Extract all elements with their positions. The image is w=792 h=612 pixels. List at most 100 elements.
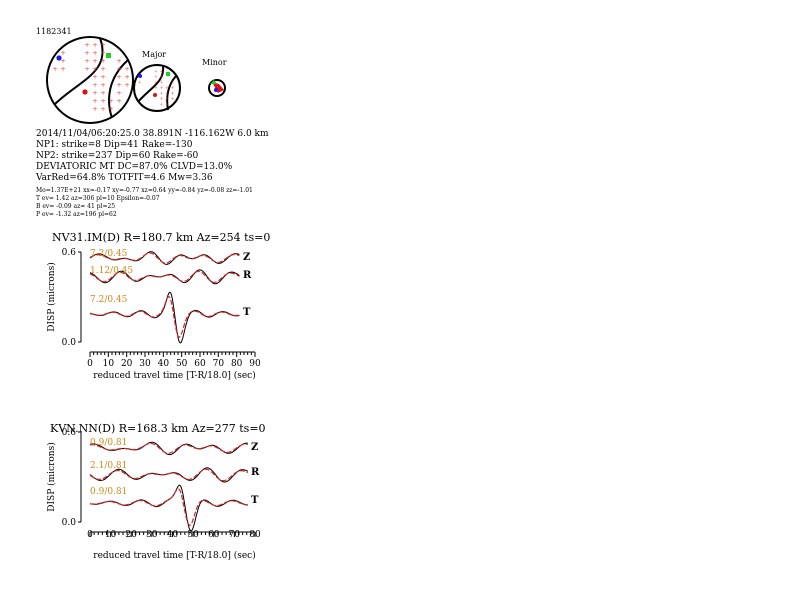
polarity-dot: + xyxy=(100,89,105,97)
component-label: Z xyxy=(251,442,258,453)
deviatoric-line: DEVIATORIC MT DC=87.0% CLVD=13.0% xyxy=(36,162,233,172)
x-tick-label: 60 xyxy=(194,359,206,369)
focal-mechanism-large: +++++++++++++++++++++++++++++++++++++ xyxy=(46,36,134,124)
x-tick-label: 10 xyxy=(103,359,115,369)
y-tick-label: 0.6 xyxy=(62,248,77,258)
minor-label: Minor xyxy=(202,58,227,67)
beachball-outline xyxy=(133,64,181,112)
polarity-dot: + xyxy=(165,97,169,102)
polarity-dot: + xyxy=(160,75,164,80)
fit-label: 0.9/0.81 xyxy=(90,487,127,497)
polarity-dots: ++++++++++++++++++++ xyxy=(138,70,175,108)
y-axis-label: DISP (microns) xyxy=(46,442,57,511)
polarity-dot: + xyxy=(165,103,169,108)
polarity-dot: + xyxy=(100,105,105,113)
p-eigen-line: P ev= -1.32 az=196 pl=62 xyxy=(36,211,117,218)
polarity-dot: + xyxy=(116,57,121,65)
polarity-dot: + xyxy=(124,81,129,89)
x-tick-label: 80 xyxy=(231,359,243,369)
polarity-dot: + xyxy=(171,81,175,86)
x-tick-label: 40 xyxy=(167,530,179,540)
polarity-dot: + xyxy=(154,75,158,80)
b-axis-marker xyxy=(106,53,111,58)
waveform-panel-kvn: KVN.NN(D) R=168.3 km Az=277 ts=00.6 0.0 DI… xyxy=(46,422,266,561)
polarity-dot: + xyxy=(165,86,169,91)
fit-label: 0.9/0.81 xyxy=(90,438,127,448)
polarity-dot: + xyxy=(92,57,97,65)
polarity-dot: + xyxy=(84,41,89,49)
t-axis-marker xyxy=(138,74,142,78)
polarity-dot: + xyxy=(124,73,129,81)
polarity-dot: + xyxy=(100,65,105,73)
t-eigen-line: T ev= 1.42 az=306 pl=10 Epsilon=-0.07 xyxy=(36,195,160,202)
p-axis-marker xyxy=(153,93,157,97)
polarity-dot: + xyxy=(160,92,164,97)
polarity-dot: + xyxy=(116,97,121,105)
polarity-dots: +++++++++++++++++++++++++++++++++++++ xyxy=(52,41,129,113)
synthetic-trace-t xyxy=(89,488,248,526)
x-tick-label: 30 xyxy=(146,530,158,540)
polarity-dot: + xyxy=(138,81,142,86)
focal-mechanism-minor xyxy=(208,79,226,97)
t-axis-marker xyxy=(56,55,62,61)
fit-label: 2.1/0.81 xyxy=(90,461,127,471)
np2-line: NP2: strike=237 Dip=60 Rake=-60 xyxy=(36,151,198,161)
event-id: 1182341 xyxy=(36,27,72,36)
b-eigen-line: B ev= -0.09 az= 41 pl=25 xyxy=(36,203,115,210)
y-tick-label: 0.6 xyxy=(62,428,77,438)
synthetic-trace-z xyxy=(89,442,248,454)
polarity-dot: + xyxy=(160,97,164,102)
polarity-dot: + xyxy=(84,49,89,57)
minor-blue-marker xyxy=(214,88,218,92)
x-axis-label: reduced travel time [T-R/18.0] (sec) xyxy=(93,550,255,561)
component-label: R xyxy=(243,270,252,281)
polarity-dot: + xyxy=(100,41,105,49)
polarity-dot: + xyxy=(60,65,65,73)
synthetic-trace-t xyxy=(89,295,240,338)
polarity-dot: + xyxy=(116,89,121,97)
polarity-dot: + xyxy=(160,103,164,108)
polarity-dot: + xyxy=(84,57,89,65)
x-tick-label: 60 xyxy=(208,530,220,540)
x-tick-label: 30 xyxy=(139,359,151,369)
polarity-dot: + xyxy=(171,92,175,97)
polarity-dot: + xyxy=(60,49,65,57)
nodal-plane-2 xyxy=(166,75,177,111)
x-tick-label: 70 xyxy=(229,530,241,540)
polarity-dot: + xyxy=(100,97,105,105)
moment-tensor-line: Mo=1.37E+21 xx=-0.17 xy=-0.77 xz=0.64 yy… xyxy=(36,187,253,194)
polarity-dot: + xyxy=(160,81,164,86)
polarity-dot: + xyxy=(154,86,158,91)
major-label: Major xyxy=(142,50,166,59)
x-tick-label: 10 xyxy=(105,530,117,540)
polarity-dot: + xyxy=(160,86,164,91)
nodal-plane-2 xyxy=(108,59,129,119)
y-tick-label: 0.0 xyxy=(62,338,77,348)
synthetic-trace-r xyxy=(89,468,249,482)
panel-title: KVN.NN(D) R=168.3 km Az=277 ts=0 xyxy=(50,422,266,435)
panel-title: NV31.IM(D) R=180.7 km Az=254 ts=0 xyxy=(52,231,270,244)
polarity-dot: + xyxy=(92,97,97,105)
polarity-dot: + xyxy=(160,70,164,75)
x-tick-label: 80 xyxy=(249,530,261,540)
focal-mechanism-major: ++++++++++++++++++++ xyxy=(133,64,181,112)
x-tick-label: 20 xyxy=(121,359,133,369)
component-label: R xyxy=(251,467,260,478)
observed-trace-t xyxy=(89,484,248,532)
polarity-dot: + xyxy=(100,49,105,57)
fit-label: 7.2/0.45 xyxy=(90,295,128,305)
polarity-dot: + xyxy=(92,81,97,89)
polarity-dot: + xyxy=(116,73,121,81)
polarity-dot: + xyxy=(84,65,89,73)
x-tick-label: 0 xyxy=(87,359,93,369)
x-tick-label: 50 xyxy=(176,359,188,369)
polarity-dot: + xyxy=(165,92,169,97)
polarity-dot: + xyxy=(100,57,105,65)
x-tick-label: 40 xyxy=(158,359,170,369)
polarity-dot: + xyxy=(60,57,65,65)
y-tick-label: 0.0 xyxy=(62,518,77,528)
polarity-dot: + xyxy=(92,105,97,113)
x-axis-label: reduced travel time [T-R/18.0] (sec) xyxy=(93,370,255,381)
nodal-plane-1 xyxy=(137,65,165,103)
